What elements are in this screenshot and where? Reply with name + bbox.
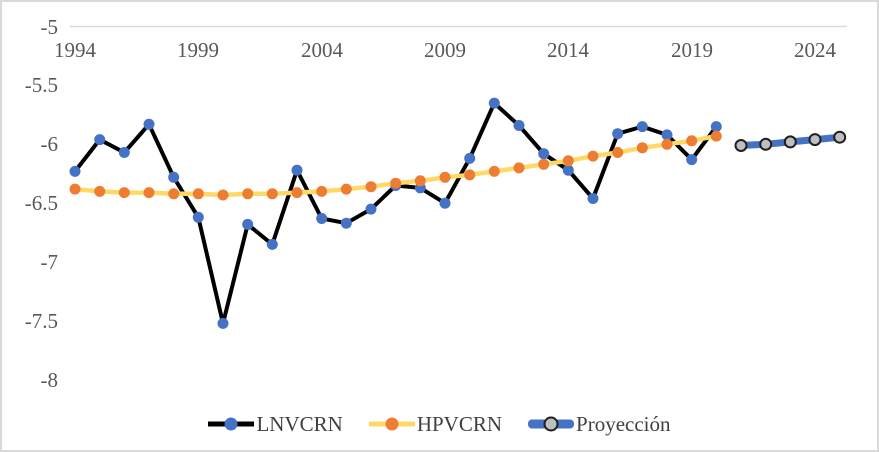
x-tick-label: 1994 <box>54 38 96 62</box>
hpvcrn-marker <box>94 185 106 197</box>
hpvcrn-marker <box>513 162 525 174</box>
lnvcrn-marker <box>217 317 229 329</box>
legend: LNVCRN HPVCRN Proyección <box>2 406 877 442</box>
lnvcrn-marker <box>266 238 278 250</box>
lnvcrn-marker <box>365 203 377 215</box>
hpvcrn-marker <box>439 171 451 183</box>
legend-item-hpvcrn: HPVCRN <box>368 411 503 437</box>
hpvcrn-swatch-icon <box>368 416 415 432</box>
lnvcrn-marker <box>636 121 648 133</box>
lnvcrn-marker <box>242 218 254 230</box>
proyeccin-marker <box>808 133 822 147</box>
lnvcrn-marker <box>316 213 328 224</box>
lnvcrn-marker <box>562 164 574 176</box>
lnvcrn-marker <box>710 121 722 133</box>
y-tick-label: -6.5 <box>24 191 58 215</box>
hpvcrn-marker <box>365 181 377 193</box>
lnvcrn-marker <box>168 171 180 183</box>
hpvcrn-marker <box>464 169 476 181</box>
legend-item-lnvcrn: LNVCRN <box>208 411 343 437</box>
x-tick-label: 2024 <box>794 38 836 62</box>
hpvcrn-marker <box>118 187 130 199</box>
lnvcrn-swatch-icon <box>208 416 255 432</box>
hpvcrn-marker <box>661 138 673 150</box>
x-tick-label: 1999 <box>177 38 219 62</box>
x-tick-label: 2009 <box>424 38 466 62</box>
lnvcrn-marker <box>291 164 303 176</box>
hpvcrn-marker <box>612 147 624 158</box>
lnvcrn-marker <box>118 147 130 158</box>
lnvcrn-marker <box>587 193 599 204</box>
lnvcrn-marker <box>538 148 550 160</box>
x-tick-label: 2004 <box>301 38 343 62</box>
hpvcrn-marker <box>291 187 303 199</box>
y-tick-label: -5 <box>40 15 59 39</box>
hpvcrn-marker <box>217 189 229 201</box>
lnvcrn-marker <box>192 211 204 223</box>
lnvcrn-marker <box>94 134 106 146</box>
hpvcrn-marker <box>316 185 328 197</box>
y-tick-label: -5.5 <box>24 73 58 97</box>
lnvcrn-marker <box>464 152 476 164</box>
y-tick-label: -6 <box>40 132 59 156</box>
legend-item-proyeccion: Proyección <box>528 411 671 437</box>
hpvcrn-marker <box>143 187 155 199</box>
hpvcrn-marker <box>562 155 574 167</box>
lnvcrn-marker <box>439 197 451 209</box>
x-tick-label: 2019 <box>671 38 713 62</box>
hpvcrn-marker <box>266 188 278 200</box>
hpvcrn-marker <box>168 188 180 200</box>
hpvcrn-marker <box>587 150 599 162</box>
y-tick-label: -7 <box>40 250 59 274</box>
y-tick-label: -8 <box>40 368 59 392</box>
lnvcrn-marker <box>143 118 155 130</box>
y-tick-label: -7.5 <box>24 309 58 333</box>
x-tick-label: 2014 <box>547 38 589 62</box>
legend-label-proyeccion: Proyección <box>576 411 671 436</box>
hpvcrn-marker <box>414 175 426 187</box>
proyeccin-marker <box>759 137 773 151</box>
lnvcrn-marker <box>686 154 698 166</box>
lnvcrn-marker <box>488 97 500 109</box>
hpvcrn-marker <box>686 135 698 147</box>
hpvcrn-marker <box>488 165 500 177</box>
lnvcrn-marker <box>513 120 525 131</box>
lnvcrn-marker <box>661 129 673 141</box>
lnvcrn-marker <box>69 165 81 177</box>
hpvcrn-marker <box>69 183 81 195</box>
proyeccion-swatch-icon <box>528 416 575 432</box>
proyeccin-marker <box>833 130 847 144</box>
proyeccin-marker <box>734 139 748 152</box>
hpvcrn-marker <box>390 177 402 189</box>
hpvcrn-marker <box>538 158 550 170</box>
lnvcrn-marker <box>340 217 352 229</box>
legend-label-lnvcrn: LNVCRN <box>256 411 343 436</box>
legend-label-hpvcrn: HPVCRN <box>416 411 503 436</box>
hpvcrn-marker <box>340 183 352 195</box>
hpvcrn-marker <box>192 188 204 200</box>
lnvcrn-marker <box>612 128 624 140</box>
hpvcrn-marker <box>710 130 722 142</box>
hpvcrn-marker <box>636 142 648 154</box>
proyeccin-marker <box>783 135 797 149</box>
hpvcrn-marker <box>242 188 254 200</box>
